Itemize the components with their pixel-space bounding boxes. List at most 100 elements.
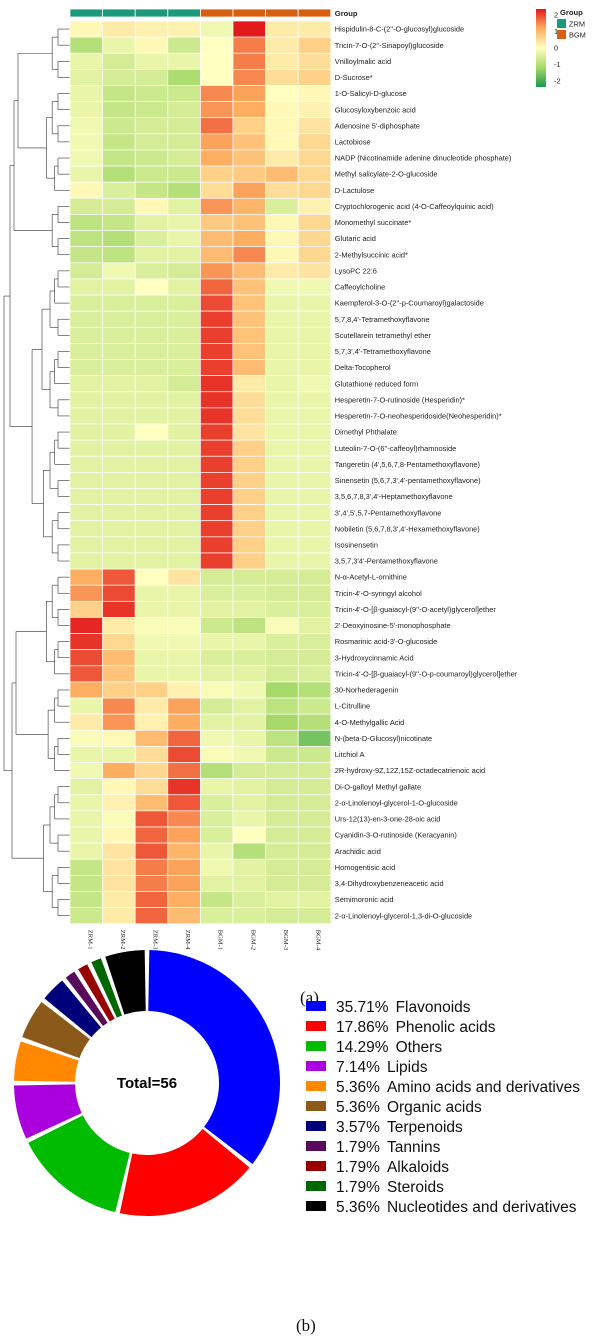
heatmap-cell — [265, 423, 299, 441]
heatmap-cell — [232, 359, 266, 376]
heatmap-cell — [167, 536, 201, 554]
heatmap-cell — [232, 907, 266, 925]
row-label: Tangeretin (4',5,6,7,8-Pentamethoxyflavo… — [335, 460, 480, 469]
heatmap-cell — [134, 600, 169, 618]
heatmap-cell — [102, 778, 136, 796]
heatmap-cell — [134, 746, 169, 763]
heatmap-cell — [134, 391, 169, 409]
heatmap-cell — [200, 584, 234, 602]
row-label: Tricin-4'-O-[β-guaiacyl-(9''-O-acetyl)gl… — [335, 605, 497, 614]
heatmap-cell — [232, 133, 266, 151]
heatmap-cell — [232, 746, 266, 763]
donut-slice — [105, 950, 146, 1015]
column-label: BGM-4 — [315, 930, 322, 951]
heatmap-cell — [134, 52, 169, 70]
row-label: 3,4-Dihydroxybenzeneacetic acid — [335, 879, 444, 888]
heatmap-cell — [297, 455, 332, 473]
heatmap-cell — [69, 230, 103, 248]
heatmap-cell — [102, 488, 136, 505]
heatmap-cell — [297, 875, 332, 892]
donut-legend-label: 14.29% Others — [336, 1039, 442, 1056]
heatmap-cell — [102, 697, 136, 715]
heatmap-cell — [102, 423, 136, 441]
heatmap-cell — [200, 36, 234, 54]
row-label: Luteolin-7-O-(6''-caffeoyl)rhamnoside — [335, 444, 456, 453]
heatmap-cell — [134, 488, 169, 505]
heatmap-cell — [102, 165, 136, 183]
heatmap-cell — [265, 326, 299, 344]
heatmap-cell — [200, 826, 234, 844]
heatmap-cell — [134, 633, 169, 651]
heatmap-cell — [297, 149, 332, 167]
heatmap-cell — [69, 165, 103, 183]
row-label: 2-α-Linolenoyl-glycerol-1-O-glucoside — [335, 798, 458, 807]
heatmap-cell — [102, 729, 136, 747]
heatmap-cell — [265, 439, 299, 457]
heatmap-cell — [134, 713, 169, 731]
heatmap-cell — [102, 230, 136, 248]
row-label: D-Lactulose — [335, 186, 374, 195]
donut-legend-swatch — [306, 1141, 326, 1151]
heatmap-cell — [134, 262, 169, 280]
heatmap-cell — [134, 310, 169, 328]
heatmap-cell — [232, 842, 266, 860]
heatmap-cell — [102, 52, 136, 70]
heatmap-cell — [265, 391, 299, 409]
heatmap-cell — [265, 697, 299, 715]
heatmap-cell — [297, 230, 332, 248]
heatmap-cell — [297, 697, 332, 715]
group-annotation-bar — [69, 8, 332, 18]
heatmap-cell — [167, 681, 201, 699]
row-label: 3',4',5',5,7-Pentamethoxyflavone — [335, 508, 442, 517]
row-label: 3-Hydroxycinnamic Acid — [335, 653, 414, 662]
row-label: L-Citrulline — [335, 702, 370, 711]
row-label: Glucosyloxybenzoic acid — [335, 105, 416, 114]
heatmap-cell — [167, 600, 201, 618]
heatmap-cell — [297, 326, 332, 344]
row-label: Semimoronic acid — [335, 895, 394, 904]
color-scale-tick: 0 — [554, 44, 558, 53]
heatmap-cell — [69, 246, 103, 264]
heatmap-cell — [200, 681, 234, 699]
heatmap-cell — [102, 665, 136, 683]
heatmap-cell — [265, 746, 299, 763]
heatmap-cell — [265, 649, 299, 667]
heatmap-cell — [265, 20, 299, 38]
donut-chart — [14, 950, 280, 1216]
heatmap-cell — [69, 907, 103, 925]
heatmap-cell — [200, 472, 234, 489]
heatmap-cell — [102, 810, 136, 828]
heatmap-cell — [232, 713, 266, 731]
donut-legend-label: 5.36% Amino acids and derivatives — [336, 1079, 580, 1096]
heatmap-cell — [134, 665, 169, 683]
heatmap-cell — [200, 391, 234, 409]
heatmap-cell — [69, 568, 103, 586]
group-bar-cell — [134, 8, 169, 18]
row-labels: Hispidulin-8-C-(2''-O-glucosyl)glucoside… — [335, 25, 518, 921]
heatmap-cell — [167, 101, 201, 119]
heatmap-cell — [167, 117, 201, 135]
heatmap-cell — [200, 343, 234, 360]
heatmap-cell — [69, 875, 103, 892]
group-bar-cell — [69, 8, 103, 18]
heatmap-cell — [167, 407, 201, 425]
heatmap-cell — [69, 649, 103, 667]
heatmap-cell — [167, 69, 201, 86]
heatmap-cell — [232, 584, 266, 602]
heatmap-cell — [200, 133, 234, 151]
heatmap-cell — [69, 826, 103, 844]
heatmap-cell — [200, 907, 234, 925]
heatmap-cell — [134, 149, 169, 167]
heatmap-cell — [297, 842, 332, 860]
heatmap-cell — [297, 197, 332, 215]
row-label: Vnilloylmalic acid — [335, 57, 391, 66]
heatmap-cell — [297, 117, 332, 135]
heatmap-cell — [232, 504, 266, 522]
heatmap-cell — [69, 85, 103, 102]
heatmap-cell — [232, 858, 266, 876]
heatmap-cell — [102, 713, 136, 731]
row-label: Homogentisic acid — [335, 863, 395, 872]
heatmap-cell — [134, 85, 169, 102]
heatmap-cell — [69, 294, 103, 312]
heatmap-cell — [102, 407, 136, 425]
